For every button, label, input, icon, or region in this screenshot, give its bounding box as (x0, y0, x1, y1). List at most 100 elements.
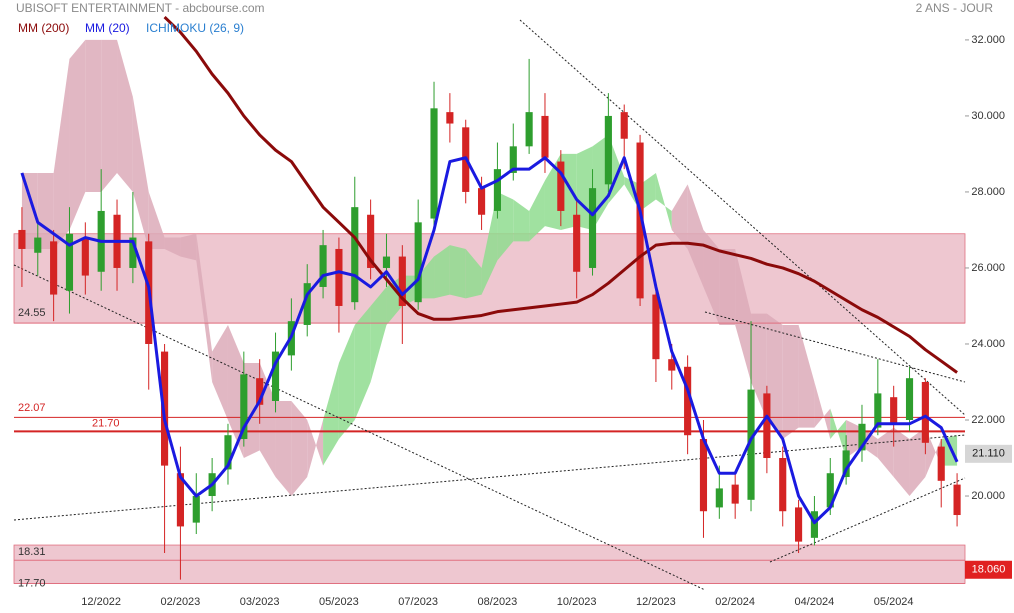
ichimoku-cloud (529, 180, 545, 242)
ichimoku-cloud (846, 420, 862, 459)
ichimoku-cloud (719, 248, 736, 325)
ichimoku-cloud (687, 184, 704, 287)
ichimoku-cloud (703, 229, 720, 325)
ichimoku-cloud (544, 153, 561, 230)
ichimoku-cloud (861, 427, 878, 459)
y-tick-label: 30.000 (971, 110, 1005, 122)
candle-body (176, 473, 184, 527)
x-tick-label: 12/2022 (81, 596, 121, 608)
trendlines (13, 19, 966, 591)
y-tick-label: 24.000 (971, 338, 1005, 350)
candle-body (192, 496, 200, 523)
chart-title: UBISOFT ENTERTAINMENT - abcbourse.com (16, 1, 265, 15)
candle-body (715, 488, 723, 508)
y-tick-label: 22.000 (971, 414, 1005, 426)
ichimoku-cloud (323, 362, 339, 466)
chart-subtitle: 2 ANS - JOUR (916, 1, 994, 15)
candle-body (795, 507, 803, 542)
ichimoku-cloud (69, 39, 86, 230)
candle-body (240, 374, 248, 440)
ichimoku-cloud (418, 256, 435, 299)
candle-body (921, 381, 929, 443)
x-tick-label: 07/2023 (398, 596, 438, 608)
candle-body (18, 229, 26, 249)
ichimoku-cloud (513, 199, 530, 242)
x-tick-label: 02/2024 (715, 596, 755, 608)
candle-body (382, 256, 391, 268)
candle-body (858, 423, 866, 451)
candle-body (493, 169, 501, 211)
cloud-layer (21, 39, 958, 497)
x-tick-label: 02/2023 (161, 596, 201, 608)
ichimoku-cloud (782, 324, 799, 440)
moving-average-line (163, 16, 958, 374)
moving-average-line (20, 156, 959, 525)
ichimoku-cloud (893, 427, 910, 497)
candle-body (319, 245, 327, 287)
zone (13, 544, 966, 584)
ichimoku-cloud (877, 427, 894, 478)
ichimoku-cloud (830, 408, 847, 459)
candle-body (699, 439, 708, 512)
candle-body (224, 435, 232, 470)
candle-body (541, 115, 549, 158)
trendline (704, 311, 966, 383)
candle-body (588, 188, 597, 268)
ichimoku-cloud (338, 324, 355, 440)
ichimoku-cloud (925, 427, 942, 478)
legend-entry: MM (20) (85, 21, 130, 35)
trendline (13, 264, 706, 591)
ichimoku-cloud (53, 58, 70, 249)
candle-body (604, 115, 612, 185)
candle-body (525, 112, 533, 147)
candles-layer (18, 58, 961, 580)
ichimoku-cloud (164, 237, 181, 257)
candle-body (636, 142, 644, 299)
ichimoku-cloud (212, 324, 228, 420)
candle-body (747, 389, 755, 500)
candle-body (335, 248, 343, 306)
ichimoku-cloud (227, 324, 244, 459)
ichimoku-cloud (766, 313, 783, 440)
candle-body (34, 237, 42, 253)
trendline (13, 434, 966, 521)
ichimoku-cloud (560, 153, 577, 230)
ichimoku-cloud (814, 381, 831, 440)
ichimoku-cloud (180, 233, 197, 261)
candle-body (430, 108, 438, 219)
ichimoku-cloud (354, 305, 371, 420)
x-tick-label: 05/2024 (874, 596, 914, 608)
trendline (769, 477, 966, 563)
lines-layer (20, 16, 959, 525)
ichimoku-cloud (798, 324, 815, 428)
price-box-label: 18.060 (972, 564, 1006, 576)
ichimoku-cloud (85, 39, 102, 192)
candle-body (81, 237, 89, 276)
ichimoku-cloud (148, 191, 165, 249)
candle-body (731, 484, 739, 504)
ichimoku-cloud (101, 39, 118, 192)
x-tick-label: 10/2023 (557, 596, 597, 608)
candle-body (414, 222, 422, 303)
ichimoku-cloud (941, 435, 958, 466)
ichimoku-cloud (481, 191, 498, 295)
levels-layer (14, 322, 965, 584)
ichimoku-cloud (655, 172, 672, 230)
candle-body (652, 294, 660, 360)
candle-body (905, 378, 914, 420)
ichimoku-cloud (21, 172, 38, 249)
price-box (965, 444, 1012, 463)
x-tick-label: 04/2024 (795, 596, 835, 608)
ichimoku-cloud (275, 400, 292, 497)
ichimoku-cloud (117, 39, 133, 192)
candle-body (303, 283, 311, 325)
candle-body (937, 446, 945, 481)
candle-body (351, 207, 359, 303)
level-label: 18.31 (18, 546, 46, 558)
candle-body (271, 351, 280, 401)
candle-body (398, 256, 406, 306)
x-tick-label: 08/2023 (478, 596, 518, 608)
x-tick-label: 05/2023 (319, 596, 359, 608)
